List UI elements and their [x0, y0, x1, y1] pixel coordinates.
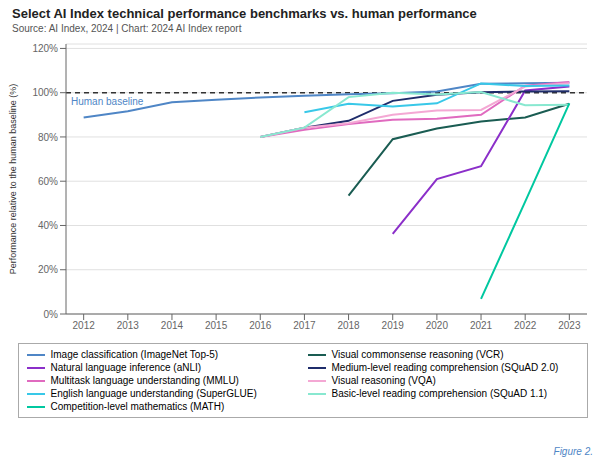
svg-text:2012: 2012 — [73, 320, 96, 331]
html-text:Source: AI Index, 2024 | Chart: Source: AI Index, 2024 | Chart: 2024 AI … — [12, 23, 242, 34]
svg-text:2014: 2014 — [161, 320, 184, 331]
html-text:Visual reasoning (VQA): Visual reasoning (VQA) — [331, 375, 436, 386]
html-text:English language understanding: English language understanding (SuperGLU… — [50, 388, 257, 399]
svg-text:2015: 2015 — [205, 320, 228, 331]
svg-text:2020: 2020 — [426, 320, 449, 331]
svg-text:0%: 0% — [44, 309, 59, 320]
svg-text:2021: 2021 — [470, 320, 493, 331]
html-text:Image classification (ImageNet: Image classification (ImageNet Top-5) — [50, 349, 219, 360]
html-text:Competition-level mathematics: Competition-level mathematics (MATH) — [50, 401, 225, 412]
html-text:Multitask language understandi: Multitask language understanding (MMLU) — [50, 375, 239, 386]
svg-text:2017: 2017 — [293, 320, 316, 331]
svg-text:Human baseline: Human baseline — [71, 96, 144, 107]
svg-text:100%: 100% — [32, 87, 58, 98]
svg-text:2022: 2022 — [514, 320, 537, 331]
html-text:Medium-level reading comprehen: Medium-level reading comprehension (SQuA… — [331, 362, 559, 373]
svg-text:2018: 2018 — [337, 320, 360, 331]
svg-text:2013: 2013 — [117, 320, 140, 331]
html-text:Visual commonsense reasoning (: Visual commonsense reasoning (VCR) — [331, 349, 504, 360]
html-text:Basic-level reading comprehens: Basic-level reading comprehension (SQuAD… — [331, 388, 548, 399]
svg-text:60%: 60% — [38, 176, 58, 187]
svg-text:Performance relative to the hu: Performance relative to the human baseli… — [8, 84, 18, 275]
svg-text:40%: 40% — [38, 220, 58, 231]
html-text:Figure 2.: Figure 2. — [553, 446, 593, 457]
svg-text:2016: 2016 — [249, 320, 272, 331]
svg-text:20%: 20% — [38, 264, 58, 275]
html-text:Select AI Index technical perf: Select AI Index technical performance be… — [12, 6, 477, 21]
svg-text:2019: 2019 — [382, 320, 405, 331]
html-text:Natural language inference (aN: Natural language inference (aNLI) — [50, 362, 202, 373]
svg-text:120%: 120% — [32, 43, 58, 54]
svg-text:80%: 80% — [38, 132, 58, 143]
svg-text:2023: 2023 — [558, 320, 581, 331]
